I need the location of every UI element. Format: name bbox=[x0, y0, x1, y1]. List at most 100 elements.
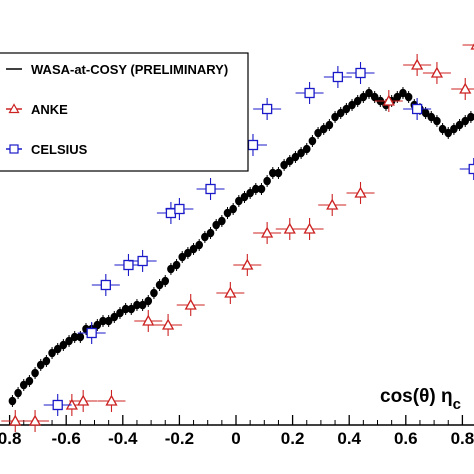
x-tick-label: -0.6 bbox=[52, 429, 81, 448]
data-point bbox=[331, 111, 339, 123]
x-tick-label: 0.8 bbox=[451, 429, 474, 448]
data-point bbox=[374, 90, 403, 112]
x-ticks bbox=[8, 415, 464, 425]
legend-entry-anke: ANKE bbox=[6, 102, 68, 117]
data-point bbox=[218, 215, 226, 227]
data-point bbox=[155, 279, 164, 291]
data-point bbox=[223, 207, 232, 219]
legend-label-celsius: CELSIUS bbox=[31, 142, 88, 157]
data-point bbox=[462, 43, 474, 50]
data-point bbox=[178, 251, 187, 263]
data-point bbox=[274, 167, 283, 179]
data-point bbox=[176, 294, 205, 316]
data-point bbox=[348, 99, 356, 111]
legend-label-anke: ANKE bbox=[31, 102, 68, 117]
data-point bbox=[138, 299, 147, 311]
data-point bbox=[438, 123, 447, 135]
data-point bbox=[19, 379, 28, 391]
data-point bbox=[31, 367, 39, 379]
data-point bbox=[268, 167, 277, 179]
data-point bbox=[196, 178, 225, 200]
data-point bbox=[229, 203, 237, 215]
data-point bbox=[280, 159, 288, 171]
data-point bbox=[422, 62, 451, 84]
data-point bbox=[233, 254, 262, 276]
data-point bbox=[240, 191, 249, 203]
data-point bbox=[104, 315, 113, 327]
data-point bbox=[134, 310, 163, 332]
data-point bbox=[21, 410, 50, 432]
x-tick-label: 0.4 bbox=[337, 429, 361, 448]
x-tick-labels: 0.8 -0.6 -0.4 -0.2 0 0.2 0.4 0.6 0.8 bbox=[0, 429, 474, 448]
x-axis-title-subscript: c bbox=[453, 396, 461, 413]
data-point bbox=[433, 115, 441, 127]
data-point bbox=[116, 307, 124, 319]
data-point bbox=[14, 387, 22, 399]
data-point bbox=[65, 335, 73, 347]
data-point bbox=[127, 303, 136, 315]
legend: WASA-at-COSY (PRELIMINARY) ANKE CELSIUS bbox=[0, 52, 249, 172]
data-point bbox=[235, 195, 243, 207]
data-point bbox=[253, 98, 282, 120]
data-point bbox=[110, 311, 119, 323]
data-point bbox=[133, 299, 141, 311]
data-point bbox=[323, 66, 352, 88]
data-point bbox=[257, 183, 266, 195]
data-point bbox=[403, 98, 432, 120]
data-point bbox=[427, 111, 436, 123]
data-point bbox=[285, 155, 294, 167]
data-point bbox=[346, 182, 375, 204]
data-point bbox=[172, 259, 181, 271]
data-point bbox=[459, 158, 474, 180]
series-anke bbox=[1, 43, 474, 432]
data-point bbox=[263, 175, 271, 187]
data-point bbox=[189, 243, 198, 255]
x-tick-label: 0.6 bbox=[394, 429, 418, 448]
data-point bbox=[36, 359, 45, 371]
data-point bbox=[150, 287, 158, 299]
data-point bbox=[444, 127, 453, 139]
data-point bbox=[206, 227, 215, 239]
data-point bbox=[451, 78, 474, 100]
data-point bbox=[42, 355, 51, 367]
data-point bbox=[216, 282, 245, 304]
data-point bbox=[184, 247, 192, 259]
data-point bbox=[121, 303, 130, 315]
x-tick-label: 0.8 bbox=[0, 429, 21, 448]
data-point bbox=[346, 62, 375, 84]
data-point bbox=[336, 107, 345, 119]
data-point bbox=[161, 275, 170, 287]
data-point bbox=[359, 91, 368, 103]
data-point bbox=[212, 219, 220, 231]
legend-marker-anke bbox=[8, 103, 20, 114]
data-point bbox=[253, 222, 282, 244]
data-point bbox=[246, 187, 254, 199]
data-point bbox=[48, 347, 56, 359]
data-point bbox=[450, 123, 458, 135]
data-point bbox=[318, 194, 347, 216]
data-point bbox=[467, 111, 474, 123]
data-point bbox=[201, 231, 209, 243]
data-point bbox=[370, 91, 379, 103]
data-point bbox=[69, 390, 98, 412]
data-point bbox=[291, 151, 300, 163]
data-point bbox=[455, 119, 464, 131]
data-point bbox=[97, 390, 126, 412]
data-point bbox=[461, 115, 470, 127]
data-point bbox=[43, 394, 72, 416]
data-point bbox=[319, 123, 328, 135]
data-point bbox=[403, 54, 432, 76]
data-point bbox=[93, 319, 102, 331]
x-tick-label: 0 bbox=[231, 429, 240, 448]
series-layer bbox=[1, 43, 474, 432]
data-point bbox=[195, 239, 204, 251]
x-tick-label: -0.2 bbox=[165, 429, 194, 448]
data-point bbox=[308, 135, 317, 147]
x-tick-label: 0.2 bbox=[281, 429, 305, 448]
data-point bbox=[167, 263, 175, 275]
data-point bbox=[399, 87, 407, 99]
data-point bbox=[297, 147, 305, 159]
data-point bbox=[99, 315, 107, 327]
data-point bbox=[77, 322, 106, 344]
